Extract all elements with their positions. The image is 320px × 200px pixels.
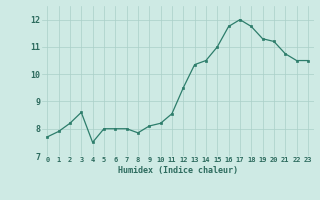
X-axis label: Humidex (Indice chaleur): Humidex (Indice chaleur) bbox=[118, 166, 237, 175]
